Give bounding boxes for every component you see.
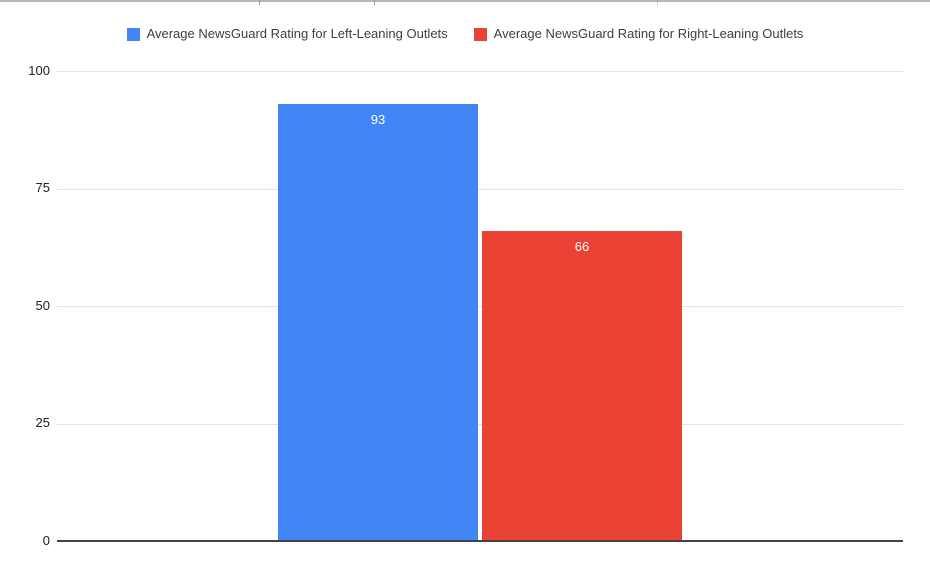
gridline-75 (57, 188, 903, 190)
y-axis-tick-50: 50 (35, 298, 50, 313)
sheet-column-tick (657, 0, 658, 5)
gridline-100 (57, 71, 903, 72)
sheet-top-border (0, 0, 930, 2)
legend-item-right-leaning[interactable]: Average NewsGuard Rating for Right-Leani… (473, 26, 804, 42)
y-axis-tick-25: 25 (35, 415, 50, 430)
bar-left-leaning[interactable]: 93 (278, 103, 478, 541)
gridline-25 (57, 423, 903, 425)
legend-label-right-leaning: Average NewsGuard Rating for Right-Leani… (493, 26, 804, 41)
legend-swatch-red-icon (473, 27, 487, 41)
y-axis-tick-75: 75 (35, 180, 50, 195)
bar-value-left-leaning: 93 (370, 111, 386, 127)
plot-area: 93 66 (57, 71, 903, 542)
legend-label-left-leaning: Average NewsGuard Rating for Left-Leanin… (146, 26, 448, 41)
legend-swatch-blue-icon (126, 27, 140, 41)
chart-legend: Average NewsGuard Rating for Left-Leanin… (0, 26, 930, 42)
bar-right-leaning[interactable]: 66 (482, 230, 682, 541)
y-axis-tick-0: 0 (42, 533, 50, 548)
y-axis-tick-100: 100 (28, 63, 50, 78)
x-axis-baseline (57, 540, 903, 542)
sheet-column-tick (374, 0, 375, 5)
bar-value-right-leaning: 66 (574, 238, 590, 254)
sheet-column-tick (259, 0, 260, 5)
legend-item-left-leaning[interactable]: Average NewsGuard Rating for Left-Leanin… (126, 26, 448, 42)
gridline-50 (57, 306, 903, 307)
